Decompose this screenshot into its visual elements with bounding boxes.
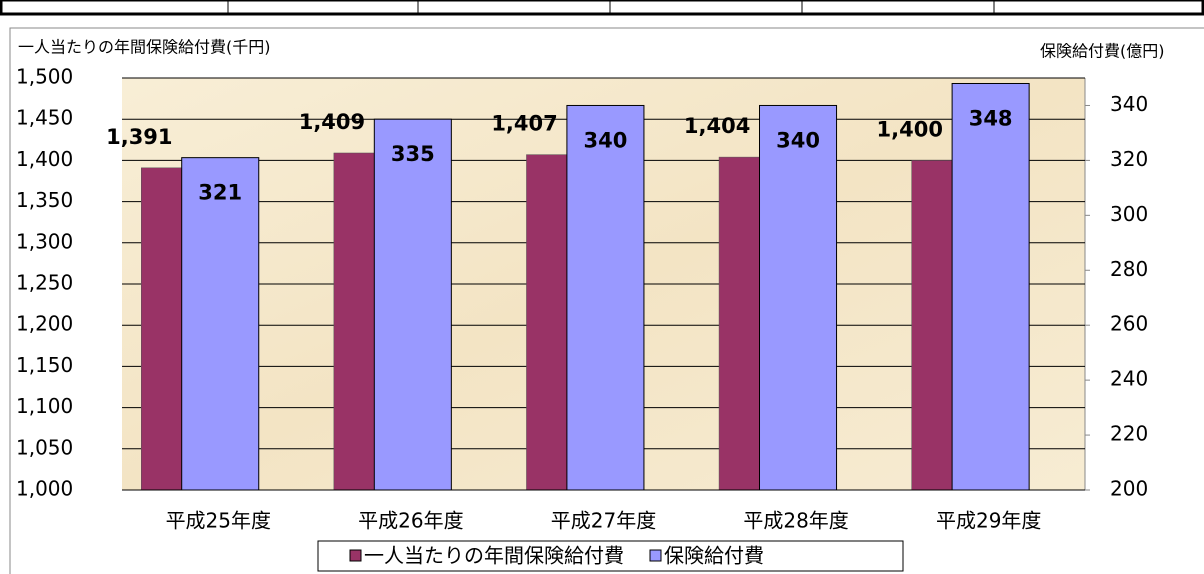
- y-tick-label: 1,050: [16, 435, 73, 459]
- y-tick-label: 1,000: [16, 477, 73, 501]
- data-label: 340: [776, 128, 820, 152]
- y-tick-label: 1,450: [16, 106, 73, 130]
- data-label: 340: [584, 128, 628, 152]
- data-label: 1,407: [491, 112, 557, 136]
- y-tick-label: 1,400: [16, 147, 73, 171]
- y2-tick-label: 260: [1110, 312, 1148, 336]
- x-tick-label: 平成27年度: [551, 509, 656, 533]
- y-tick-label: 1,200: [16, 312, 73, 336]
- y2-tick-label: 220: [1110, 422, 1148, 446]
- y-axis-title: 一人当たりの年間保険給付費(千円): [18, 38, 271, 57]
- legend-swatch: [349, 549, 362, 562]
- bar: [911, 160, 953, 491]
- bar: [759, 104, 838, 491]
- legend-swatch: [649, 549, 662, 562]
- y-tick-label: 1,300: [16, 229, 73, 253]
- legend-label: 保険給付費: [664, 544, 764, 568]
- y-tick-label: 1,250: [16, 271, 73, 295]
- bar: [373, 118, 452, 491]
- y-tick-label: 1,350: [16, 188, 73, 212]
- top-table: [0, 0, 1204, 16]
- x-tick-label: 平成28年度: [743, 509, 848, 533]
- bar: [718, 156, 760, 491]
- y2-axis-title: 保険給付費(億円): [1040, 42, 1165, 61]
- chart-border: [9, 27, 1204, 574]
- y-tick-label: 1,100: [16, 394, 73, 418]
- data-label: 335: [391, 142, 435, 166]
- data-label: 1,400: [877, 117, 943, 141]
- bar: [141, 167, 182, 491]
- y2-tick-label: 280: [1110, 257, 1148, 281]
- y-tick-label: 1,500: [16, 65, 73, 89]
- x-tick-label: 平成29年度: [936, 509, 1041, 533]
- data-label: 1,391: [106, 125, 172, 149]
- y-tick-label: 1,150: [16, 353, 73, 377]
- data-label: 348: [969, 106, 1013, 130]
- x-tick-label: 平成25年度: [166, 509, 271, 533]
- legend-label: 一人当たりの年間保険給付費: [364, 544, 624, 568]
- y2-tick-label: 340: [1110, 92, 1148, 116]
- y2-tick-label: 300: [1110, 202, 1148, 226]
- y2-tick-label: 240: [1110, 367, 1148, 391]
- y2-tick-label: 200: [1110, 477, 1148, 501]
- bar: [181, 157, 260, 491]
- data-label: 321: [198, 181, 242, 205]
- bar: [526, 154, 568, 491]
- legend-box: [317, 540, 904, 572]
- y2-tick-label: 320: [1110, 147, 1148, 171]
- data-label: 1,404: [684, 114, 750, 138]
- x-tick-label: 平成26年度: [358, 509, 463, 533]
- data-label: 1,409: [299, 110, 365, 134]
- bar: [951, 82, 1030, 491]
- bar: [566, 104, 645, 491]
- bar: [333, 152, 375, 491]
